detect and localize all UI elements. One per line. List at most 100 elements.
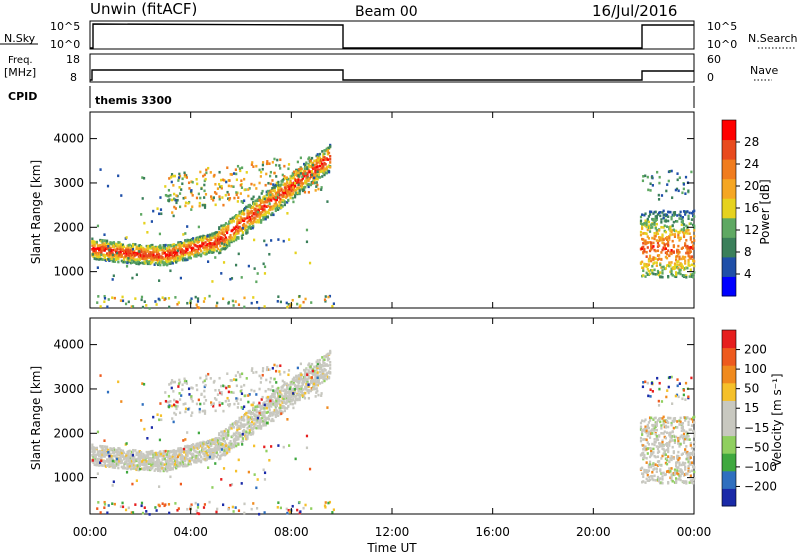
power-echo xyxy=(668,225,671,229)
velocity-echo xyxy=(277,501,280,504)
power-echo xyxy=(291,176,294,180)
power-echo xyxy=(670,250,673,253)
power-echo xyxy=(286,190,289,194)
velocity-echo xyxy=(221,445,224,449)
velocity-echo xyxy=(297,380,300,383)
power-echo xyxy=(293,173,297,177)
power-echo xyxy=(130,250,134,254)
velocity-echo xyxy=(113,450,117,454)
power-echo xyxy=(669,263,672,267)
power-echo xyxy=(305,182,308,185)
velocity-echo xyxy=(167,394,171,398)
power-echo xyxy=(255,204,258,208)
power-echo xyxy=(310,180,313,184)
velocity-echo xyxy=(314,387,317,391)
power-echo xyxy=(161,256,164,259)
power-echo xyxy=(672,228,675,232)
velocity-echo xyxy=(257,414,260,418)
velocity-echo xyxy=(329,364,332,367)
velocity-echo xyxy=(120,459,123,463)
power-echo xyxy=(119,250,122,254)
nsky-trace xyxy=(90,23,694,49)
velocity-echo xyxy=(204,447,207,450)
velocity-echo xyxy=(128,465,131,468)
velocity-echo xyxy=(303,396,307,400)
velocity-echo xyxy=(641,433,644,436)
power-echo xyxy=(112,248,115,252)
power-echo xyxy=(641,223,644,226)
power-echo xyxy=(644,224,647,227)
power-echo xyxy=(307,170,310,174)
power-echo xyxy=(173,174,177,178)
velocity-echo xyxy=(240,482,243,485)
power-echo xyxy=(181,249,185,252)
velocity-echo xyxy=(304,391,307,395)
velocity-echo xyxy=(149,466,152,470)
velocity-echo xyxy=(136,458,139,461)
power-echo xyxy=(237,196,240,199)
velocity-echo xyxy=(647,426,651,430)
power-echo xyxy=(111,255,114,259)
velocity-echo xyxy=(213,397,217,400)
power-echo xyxy=(297,183,300,187)
power-echo xyxy=(235,232,238,236)
velocity-echo xyxy=(303,395,306,398)
velocity-echo xyxy=(178,411,182,415)
power-colorbar-tick-label: 28 xyxy=(744,135,759,149)
velocity-echo xyxy=(222,409,225,413)
power-echo xyxy=(203,189,206,193)
velocity-echo xyxy=(265,368,269,372)
power-echo xyxy=(263,209,266,213)
power-echo xyxy=(672,244,675,247)
power-echo xyxy=(266,198,269,201)
power-echo xyxy=(216,241,220,244)
velocity-echo xyxy=(104,445,108,449)
velocity-echo xyxy=(103,445,106,448)
velocity-echo xyxy=(230,483,234,486)
velocity-echo xyxy=(290,395,293,399)
velocity-echo xyxy=(202,440,205,444)
velocity-echo xyxy=(265,421,269,425)
velocity-echo xyxy=(310,379,313,383)
power-echo xyxy=(651,236,654,240)
velocity-echo xyxy=(210,454,213,458)
power-echo xyxy=(672,220,675,224)
power-echo xyxy=(283,175,286,178)
velocity-echo xyxy=(258,403,262,407)
velocity-echo xyxy=(155,453,159,456)
power-echo xyxy=(227,224,230,228)
power-echo xyxy=(307,185,310,189)
power-echo xyxy=(192,247,195,251)
velocity-echo xyxy=(172,457,175,461)
power-echo xyxy=(210,197,213,201)
velocity-echo xyxy=(277,386,280,390)
velocity-echo xyxy=(91,443,94,447)
power-echo xyxy=(240,212,243,216)
velocity-echo xyxy=(237,424,240,428)
velocity-echo xyxy=(314,380,317,384)
power-echo xyxy=(131,305,135,308)
velocity-echo xyxy=(227,429,230,432)
power-echo xyxy=(308,170,311,173)
power-echo xyxy=(215,245,219,249)
power-echo xyxy=(260,205,263,209)
power-echo xyxy=(235,193,238,197)
power-echo xyxy=(112,243,115,247)
velocity-echo xyxy=(220,478,223,481)
nsearch-tick-bottom: 10^0 xyxy=(707,38,737,51)
power-echo xyxy=(158,258,161,262)
power-echo xyxy=(240,276,243,279)
velocity-echo xyxy=(95,462,98,465)
velocity-echo xyxy=(293,379,297,383)
power-echo xyxy=(315,177,318,181)
power-echo xyxy=(229,234,232,237)
power-echo xyxy=(235,172,238,176)
power-echo xyxy=(324,171,327,175)
velocity-echo xyxy=(239,424,242,427)
power-echo xyxy=(156,258,160,261)
velocity-echo xyxy=(98,450,101,453)
power-echo xyxy=(253,183,256,187)
power-echo xyxy=(691,247,695,250)
velocity-echo xyxy=(154,506,157,509)
velocity-echo xyxy=(203,395,206,399)
